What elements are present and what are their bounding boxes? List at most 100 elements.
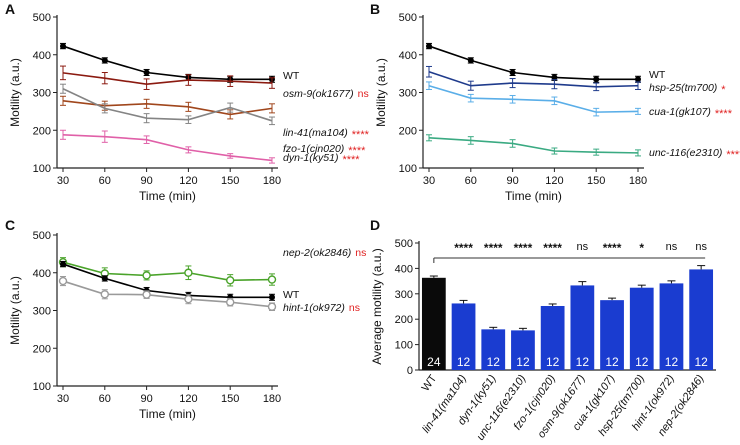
data-point-wt [60, 261, 66, 268]
y-tick-label: 400 [33, 268, 51, 280]
bar-error-dyn-1-ky51 [489, 326, 498, 330]
y-tick-label: 500 [33, 230, 51, 242]
x-tick-label: 90 [140, 393, 152, 405]
sample-size-label: 12 [457, 355, 471, 369]
y-tick-label: 200 [33, 125, 51, 137]
legend-label-wt: WT [649, 69, 666, 81]
x-tick-label: 180 [629, 175, 647, 187]
bar-dyn-1-ky51 [481, 329, 506, 370]
legend-label-nep-2-ok2846: nep-2(ok2846) [283, 247, 351, 259]
y-tick-label: 400 [399, 50, 417, 62]
y-tick-label: 200 [399, 125, 417, 137]
y-tick-label: 400 [395, 263, 413, 275]
panel-label-B: B [370, 1, 380, 17]
data-point-hint-1-ok972 [184, 294, 193, 304]
y-tick-label: 100 [33, 163, 51, 175]
series-line-hint-1-ok972 [62, 280, 273, 308]
legend-label-hint-1-ok972: hint-1(ok972) [283, 302, 345, 314]
y-tick-label: 200 [395, 314, 413, 326]
x-tick-label: 90 [140, 175, 152, 187]
series-line-dyn-1-ky51 [62, 133, 273, 162]
legend-label-unc-116-e2310: unc-116(e2310) [649, 147, 722, 159]
x-axis-title: Time (min) [505, 189, 562, 203]
y-axis-title: Motility (a.u.) [374, 58, 388, 127]
x-tick-label: 150 [587, 175, 605, 187]
sample-size-label: 12 [665, 355, 679, 369]
series-line-cua-1-gk107 [428, 84, 639, 113]
data-point-nep-2-ok2846 [267, 275, 277, 284]
y-tick-label: 300 [33, 306, 51, 318]
x-tick-label: 60 [99, 393, 111, 405]
data-point-wt [509, 69, 516, 76]
legend-label-hsp-25-tm700: hsp-25(tm700) [649, 82, 717, 94]
x-axis-title: Time (min) [139, 189, 196, 203]
significance-label: ns [695, 241, 707, 253]
sample-size-label: 12 [516, 355, 530, 369]
y-tick-label: 200 [33, 343, 51, 355]
significance-label: **** [514, 241, 533, 255]
y-axis-title: Motility (a.u.) [8, 276, 22, 345]
error-bar-osm-9-ok1677 [60, 65, 66, 81]
x-tick-label: 30 [57, 175, 69, 187]
x-tick-label: 30 [423, 175, 435, 187]
bar-osm-9-ok1677 [570, 285, 595, 370]
bar-error-fzo-1-cjn020 [548, 303, 557, 306]
bar-nep-2-ok2846 [689, 269, 714, 370]
y-axis-title: Motility (a.u.) [8, 58, 22, 127]
data-point-wt [60, 43, 66, 50]
series-line-fzo-1-cjn020 [62, 88, 273, 122]
x-tick-label: 120 [545, 175, 563, 187]
data-point-hint-1-ok972 [58, 276, 68, 286]
sample-size-label: 12 [576, 355, 590, 369]
x-tick-label: 90 [506, 175, 518, 187]
sample-size-label: 12 [546, 355, 560, 369]
y-tick-label: 500 [33, 12, 51, 24]
legend-label-lin-41-ma104: lin-41(ma104) [283, 127, 348, 139]
data-point-hint-1-ok972 [100, 290, 110, 299]
bar-lin-41-ma104 [451, 303, 476, 370]
y-tick-label: 300 [395, 289, 413, 301]
bar-error-nep-2-ok2846 [697, 265, 706, 270]
significance-label: * [721, 84, 726, 96]
y-tick-label: 100 [33, 381, 51, 393]
series-line-nep-2-ok2846 [62, 261, 273, 282]
bar-error-cua-1-gk107 [608, 297, 617, 301]
bar-hsp-25-tm700 [629, 287, 654, 370]
significance-label: **** [603, 241, 622, 255]
data-point-wt [101, 275, 108, 282]
significance-label: **** [352, 129, 370, 141]
x-tick-label: 180 [263, 393, 281, 405]
x-tick-label: 60 [465, 175, 477, 187]
legend-label-fzo-1-cjn020: fzo-1(cjn020) [283, 143, 344, 155]
series-line-unc-116-e2310 [428, 137, 639, 154]
x-tick-label: 180 [263, 175, 281, 187]
data-point-hint-1-ok972 [142, 290, 151, 299]
x-tick-label: 120 [179, 175, 197, 187]
panel-label-A: A [5, 1, 15, 17]
legend-label-cua-1-gk107: cua-1(gk107) [649, 106, 711, 118]
bar-wt [421, 277, 446, 370]
data-point-hint-1-ok972 [225, 297, 235, 307]
x-tick-label: 150 [221, 175, 239, 187]
data-point-nep-2-ok2846 [142, 271, 151, 280]
bar-error-hsp-25-tm700 [637, 284, 646, 288]
y-axis-title: Average motility (a.u.) [370, 248, 384, 365]
bar-unc-116-e2310 [511, 330, 535, 370]
bar-fzo-1-cjn020 [540, 305, 565, 370]
x-tick-label: 120 [179, 393, 197, 405]
panel-label-D: D [370, 217, 380, 233]
sample-size-label: 12 [694, 355, 708, 369]
data-point-wt [143, 69, 150, 76]
series-line-wt [62, 263, 272, 299]
significance-label: **** [342, 154, 360, 166]
series-line-hsp-25-tm700 [428, 70, 639, 88]
significance-label: **** [484, 241, 503, 255]
data-point-wt [426, 43, 432, 50]
significance-label: ns [577, 241, 589, 253]
y-tick-label: 100 [399, 163, 417, 175]
bar-error-osm-9-ok1677 [578, 281, 587, 286]
bar-error-unc-116-e2310 [518, 327, 527, 331]
data-point-wt [551, 74, 558, 81]
sample-size-label: 24 [427, 355, 441, 369]
